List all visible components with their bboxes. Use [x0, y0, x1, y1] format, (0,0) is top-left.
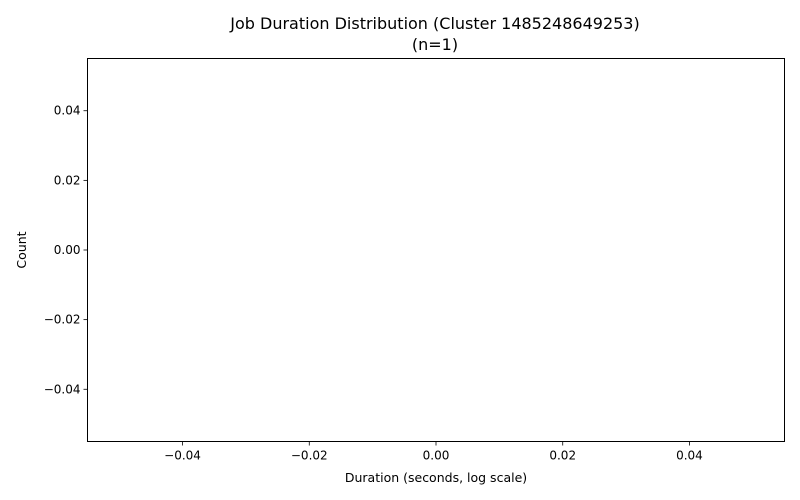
y-tick-label: 0.02 [54, 173, 81, 187]
y-tick-label: 0.04 [54, 104, 81, 118]
y-axis-label: Count [14, 231, 29, 268]
x-tick-label: 0.00 [423, 449, 450, 463]
x-tick-label: −0.02 [291, 449, 328, 463]
chart-title: Job Duration Distribution (Cluster 14852… [229, 14, 639, 33]
y-tick-label: −0.02 [44, 313, 81, 327]
y-axis-ticks: −0.04 −0.02 0.00 0.02 0.04 [44, 104, 88, 396]
x-axis-label: Duration (seconds, log scale) [345, 470, 527, 485]
y-tick-label: 0.00 [54, 243, 81, 257]
chart-subtitle: (n=1) [412, 35, 458, 54]
x-axis-ticks: −0.04 −0.02 0.00 0.02 0.04 [164, 441, 703, 463]
plot-area [87, 58, 785, 442]
x-tick-label: 0.02 [549, 449, 576, 463]
x-tick-label: 0.04 [676, 449, 703, 463]
y-tick-label: −0.04 [44, 382, 81, 396]
x-tick-label: −0.04 [164, 449, 201, 463]
